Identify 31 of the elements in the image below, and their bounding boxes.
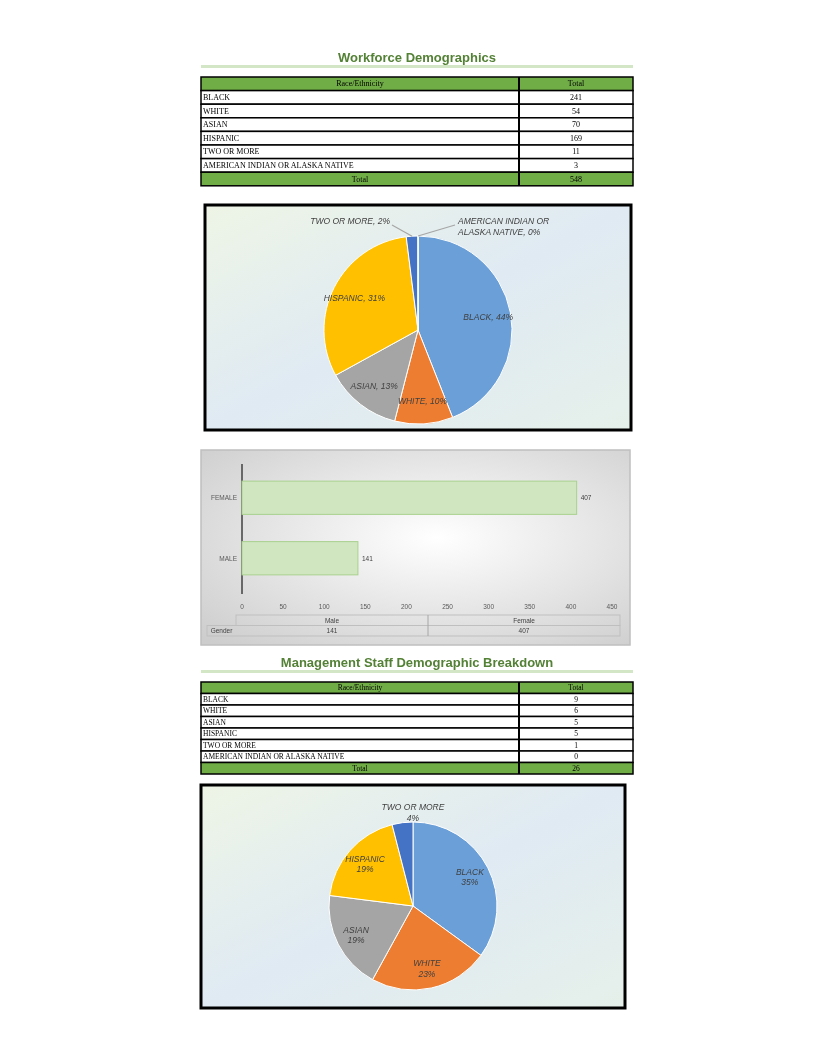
data-label: 4% [406,812,420,823]
data-label: 70 [572,120,580,130]
category-label: BLACK [203,92,231,102]
slice-label: BLACK [455,866,485,877]
text: Management Staff Demographic Breakdown [280,654,554,670]
slice-label: TWO OR MORE, 2% [310,216,391,226]
category-label: ASIAN [203,120,228,130]
data-label: 548 [570,174,582,184]
data-label: 11 [572,147,580,157]
slice-label: ASIAN [342,924,370,935]
data-label: 19% [356,864,375,875]
category-label: TWO OR MORE [203,147,260,157]
text: Workforce Demographics [338,49,496,65]
data-label: 54 [572,106,580,116]
legend-label: AMERICAN INDIAN OR ALASKA NATIVE, 0% [457,216,550,237]
slice-label: WHITE [413,958,441,969]
slice-label: TWO OR MORE [381,802,445,812]
category-label: AMERICAN INDIAN OR ALASKA NATIVE [203,160,354,170]
data-label: 3 [574,160,578,170]
category-label: Total [351,174,369,184]
data-label: 169 [570,133,582,143]
data-label: 23% [417,968,436,979]
slice-label: HISPANIC [345,853,386,864]
data-label: 19% [347,935,366,946]
text: Total [567,79,585,89]
data-label: 241 [570,92,582,102]
slice-label: ASIAN, 13% [349,381,399,392]
category-label: WHITE [203,106,229,116]
data-label: 35% [461,877,479,888]
category-label: HISPANIC [203,133,240,143]
text: Race/Ethnicity [336,79,384,89]
